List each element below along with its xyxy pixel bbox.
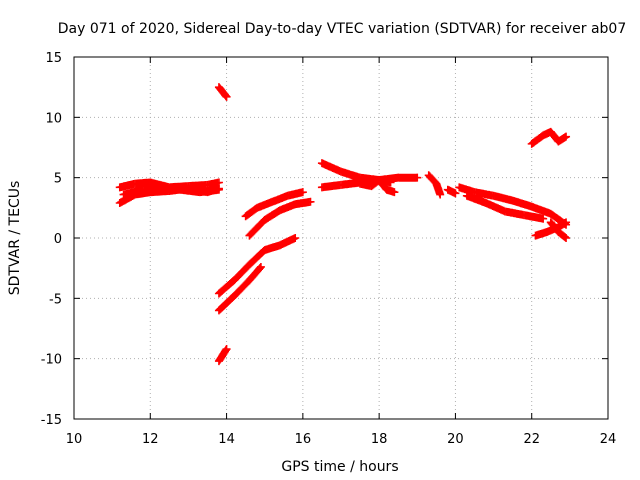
x-tick-label: 22	[523, 432, 540, 447]
data-point	[413, 173, 422, 182]
grid-lines	[74, 57, 608, 419]
data-point	[539, 214, 548, 223]
data-point-band	[277, 200, 298, 214]
series-arc-6	[214, 262, 265, 315]
y-tick-label: -5	[49, 292, 62, 307]
data-point	[256, 262, 265, 271]
data-point-band	[547, 219, 562, 235]
y-tick-label: 0	[54, 232, 62, 247]
series-arc-8	[241, 188, 307, 221]
series-arc-13	[424, 171, 445, 199]
series-arc-4	[214, 83, 231, 101]
y-tick-label: 15	[45, 51, 62, 66]
data-point-band	[425, 172, 440, 187]
x-tick-label: 12	[142, 432, 159, 447]
series-arc-5	[214, 234, 300, 298]
plot-border	[73, 56, 609, 420]
series-arc-14	[443, 185, 460, 198]
data-point-band	[464, 192, 489, 207]
y-tick-label: -10	[41, 353, 62, 368]
series-arc-7	[214, 345, 231, 366]
chart-title: Day 071 of 2020, Sidereal Day-to-day VTE…	[58, 21, 627, 37]
data-point	[222, 92, 231, 101]
series-arc-3	[119, 184, 223, 199]
data-point-band	[529, 203, 554, 218]
data-point-band	[555, 228, 569, 242]
series-arc-15	[455, 183, 571, 229]
series-arc-18	[546, 218, 571, 242]
data-point-band	[502, 207, 527, 219]
y-tick-label: 10	[45, 111, 62, 126]
data-point-band	[231, 277, 253, 299]
data-point	[562, 132, 571, 141]
data-point-band	[319, 159, 344, 175]
x-tick-label: 24	[600, 432, 617, 447]
data-point-band	[319, 181, 344, 192]
series-arc-12	[356, 176, 399, 197]
data-point	[298, 188, 307, 197]
x-tick-label: 18	[371, 432, 388, 447]
x-axis-label: GPS time / hours	[281, 459, 398, 475]
data-point-band	[483, 199, 508, 215]
data-point-band	[231, 261, 253, 284]
data-point	[214, 185, 223, 194]
data-point-band	[261, 207, 283, 224]
data-point-band	[216, 277, 238, 297]
x-tick-label: 14	[218, 432, 235, 447]
data-point-band	[376, 177, 390, 193]
axis-ticks: 10 12 14 16 18 20 22 24 -15 -10 -5 0 5 10 15	[41, 51, 617, 447]
data-point-band	[246, 264, 264, 284]
data-point-band	[242, 204, 260, 220]
data-point	[291, 234, 300, 242]
y-tick-label: 5	[54, 172, 62, 187]
data-point	[436, 190, 445, 199]
data-point	[306, 197, 315, 206]
x-tick-label: 10	[66, 432, 83, 447]
data-point	[562, 218, 571, 227]
data-point-band	[262, 241, 283, 254]
series-arc-16	[462, 191, 548, 223]
series-arc-9	[245, 197, 315, 240]
data-point-band	[456, 183, 478, 196]
data-point-band	[338, 168, 363, 182]
x-tick-label: 16	[295, 432, 312, 447]
y-tick-label: -15	[41, 413, 62, 428]
x-tick-label: 20	[447, 432, 464, 447]
series-arc-19	[527, 127, 571, 148]
data-point-band	[254, 198, 275, 212]
data-points	[115, 83, 571, 366]
data-point	[390, 188, 399, 197]
data-point-band	[246, 216, 268, 239]
data-point-band	[528, 132, 546, 147]
data-point-band	[216, 292, 238, 314]
data-point-band	[490, 192, 516, 205]
y-axis-label: SDTVAR / TECUs	[7, 181, 23, 296]
data-point-band	[277, 234, 298, 249]
data-point	[562, 234, 571, 242]
data-point-band	[510, 197, 535, 211]
data-point-band	[269, 192, 291, 206]
data-point	[222, 345, 231, 354]
data-point-band	[246, 247, 268, 268]
data-point	[451, 189, 460, 198]
